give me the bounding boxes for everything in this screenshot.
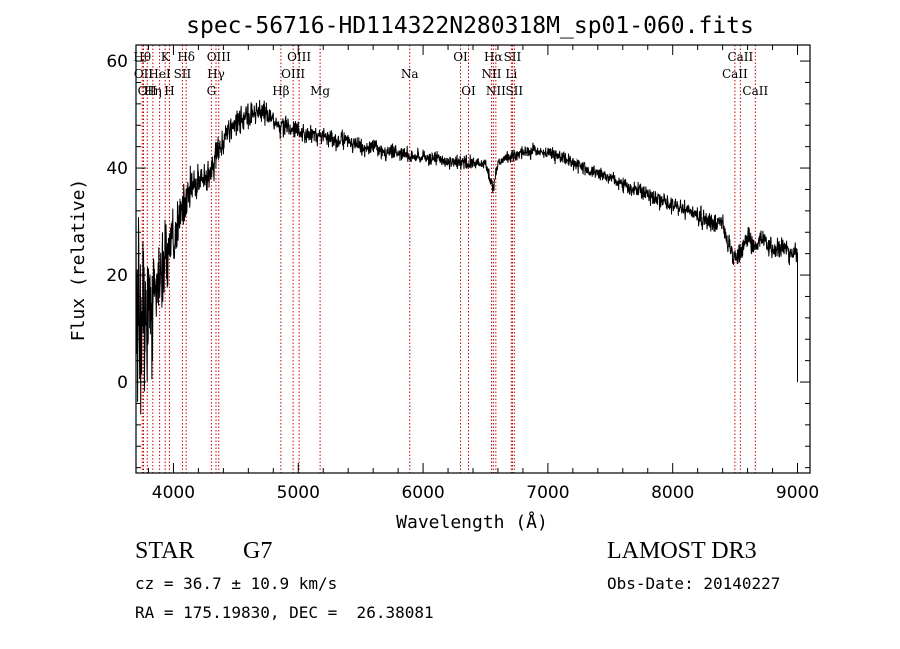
line-label-27: CaII	[742, 84, 768, 98]
y-tick-label-3: 60	[106, 52, 128, 72]
line-label-21: NII	[486, 84, 506, 98]
line-label-15: Mg	[310, 84, 330, 98]
line-label-10: Hγ	[207, 67, 225, 81]
x-tick-label-5: 9000	[776, 483, 819, 503]
redshift-velocity: cz = 36.7 ± 10.9 km/s	[135, 574, 338, 593]
x-tick-label-4: 8000	[651, 483, 694, 503]
x-tick-label-0: 4000	[152, 483, 195, 503]
object-class: STAR	[135, 538, 195, 564]
line-label-6: H	[164, 84, 174, 98]
line-label-12: Hβ	[272, 84, 289, 98]
spectrum-line	[135, 99, 798, 415]
line-label-17: OI	[453, 50, 468, 64]
plot-frame	[135, 44, 811, 474]
line-label-16: Na	[401, 67, 419, 81]
line-label-18: OI	[461, 84, 476, 98]
coordinates: RA = 175.19830, DEC = 26.38081	[135, 603, 434, 622]
y-axis-label: Flux (relative)	[68, 179, 89, 342]
line-label-7: SII	[174, 67, 192, 81]
line-label-5: K	[161, 50, 171, 64]
spectrum-chart: spec-56716-HD114322N280318M_sp01-060.fit…	[68, 13, 819, 533]
line-label-8: Hδ	[177, 50, 195, 64]
x-tick-label-3: 7000	[526, 483, 569, 503]
observation-date: Obs-Date: 20140227	[607, 574, 781, 593]
line-label-11: OIII	[207, 50, 231, 64]
line-label-22: Li	[505, 67, 517, 81]
line-label-13: OIII	[281, 67, 305, 81]
line-label-4: HeI	[148, 67, 171, 81]
y-tick-label-0: 0	[117, 373, 128, 393]
line-label-2: OII	[138, 84, 158, 98]
survey-name: LAMOST DR3	[607, 538, 757, 564]
line-label-24: SII	[505, 84, 523, 98]
y-tick-label-1: 20	[106, 266, 128, 286]
x-tick-label-2: 6000	[401, 483, 444, 503]
line-label-0: Hθ	[133, 50, 151, 64]
line-label-20: Hα	[484, 50, 503, 64]
x-axis-label: Wavelength (Å)	[396, 511, 548, 533]
line-label-14: OIII	[287, 50, 311, 64]
line-label-9: G	[207, 84, 217, 98]
line-label-26: CaII	[727, 50, 753, 64]
line-label-19: NII	[481, 67, 501, 81]
line-label-3: Hη	[144, 84, 162, 98]
object-subclass: G7	[243, 538, 273, 564]
line-label-1: OII	[134, 67, 154, 81]
line-label-23: SII	[504, 50, 522, 64]
chart-title: spec-56716-HD114322N280318M_sp01-060.fit…	[186, 13, 754, 39]
line-label-25: CaII	[722, 67, 748, 81]
y-tick-label-2: 40	[106, 159, 128, 179]
x-tick-label-1: 5000	[277, 483, 320, 503]
